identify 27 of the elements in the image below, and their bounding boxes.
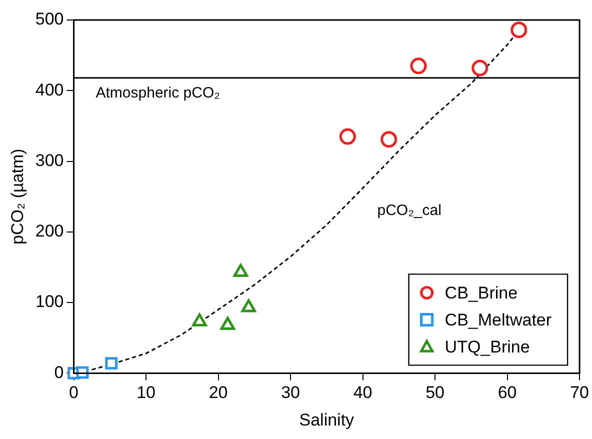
annotation: pCO₂_cal <box>377 202 442 219</box>
x-tick-label: 0 <box>69 383 78 402</box>
ref-line-label: Atmospheric pCO₂ <box>96 84 220 102</box>
point <box>510 22 528 38</box>
point <box>339 128 356 145</box>
point <box>105 357 118 370</box>
x-tick-label: 30 <box>281 383 300 402</box>
legend-label: UTQ_Brine <box>444 337 530 356</box>
x-tick-label: 20 <box>208 383 228 402</box>
y-tick-label: 100 <box>35 292 64 312</box>
point <box>410 58 427 74</box>
x-tick-label: 10 <box>136 383 156 402</box>
x-tick-label: 40 <box>353 383 372 402</box>
x-axis-title: Salinity <box>299 410 355 430</box>
legend-label: CB_Brine <box>444 283 518 302</box>
y-axis-title: pCO₂ (µatm) <box>8 148 27 244</box>
x-tick-label: 50 <box>426 383 444 402</box>
x-tick-label: 70 <box>570 383 590 402</box>
y-tick-label: 500 <box>35 10 64 29</box>
x-tick-label: 60 <box>498 383 517 402</box>
point <box>380 131 398 148</box>
y-tick-label: 200 <box>35 222 64 241</box>
y-tick-label: 400 <box>35 80 64 100</box>
point <box>472 60 488 76</box>
y-tick-label: 0 <box>54 362 64 382</box>
y-tick-label: 300 <box>35 150 64 170</box>
legend-label: CB_Meltwater <box>444 310 552 330</box>
